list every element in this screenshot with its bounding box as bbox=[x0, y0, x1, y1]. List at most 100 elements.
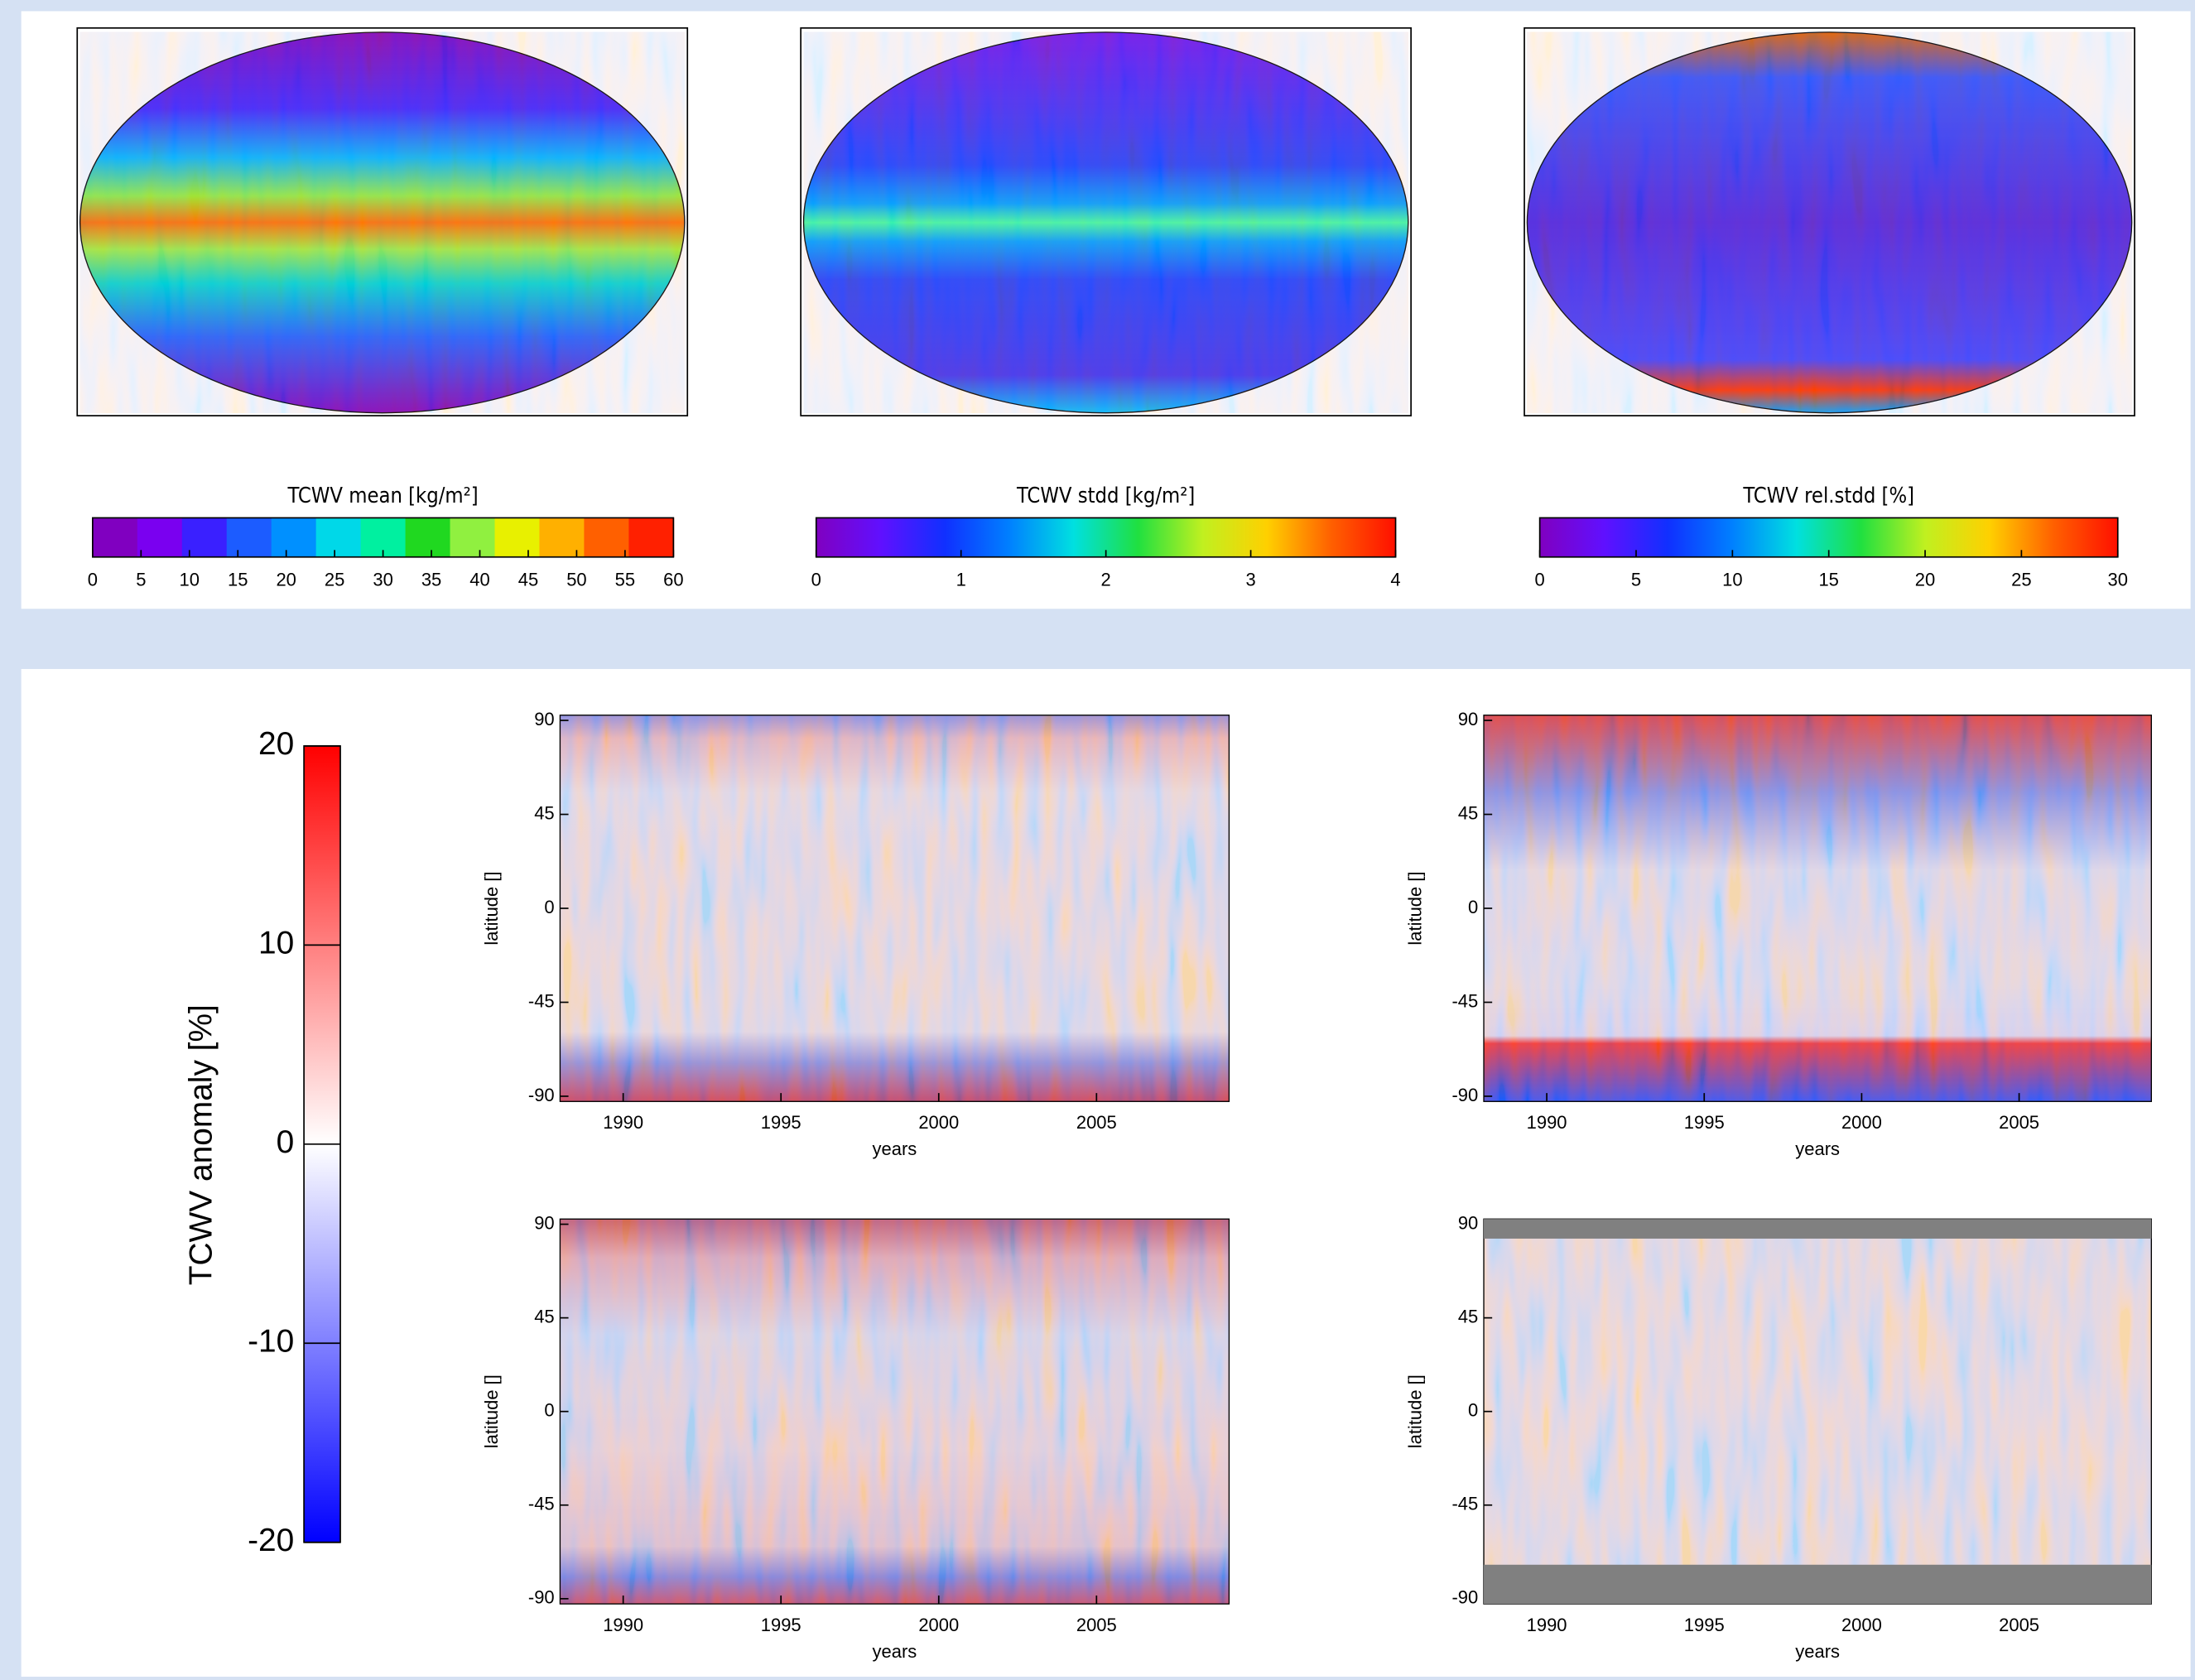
x-tick-label: 5 bbox=[136, 569, 146, 590]
colorbar-segment bbox=[584, 517, 630, 557]
colorbar-segment bbox=[271, 517, 317, 557]
x-tick-label: 2 bbox=[1101, 569, 1111, 590]
x-tick-label: 20 bbox=[276, 569, 296, 590]
y-tick-label: 90 bbox=[1458, 709, 1478, 729]
x-axis-label: years bbox=[873, 1138, 917, 1159]
colorbar-segment bbox=[92, 517, 138, 557]
x-tick-label: 1990 bbox=[603, 1112, 643, 1133]
y-tick-label: 90 bbox=[1458, 1212, 1478, 1233]
x-tick-label: 1 bbox=[956, 569, 966, 590]
map-texture bbox=[803, 31, 1408, 413]
y-tick-label: 20 bbox=[258, 726, 294, 762]
x-tick-label: 2005 bbox=[1999, 1615, 2039, 1635]
x-tick-label: 2005 bbox=[1076, 1112, 1117, 1133]
colorbar-label: TCWV rel.stdd [%] bbox=[1742, 483, 1914, 508]
y-tick-label: 45 bbox=[534, 802, 554, 823]
x-axis-label: years bbox=[873, 1641, 917, 1662]
colorbar-segment bbox=[494, 517, 541, 557]
y-axis-label: latitude [] bbox=[481, 871, 502, 945]
x-tick-label: 30 bbox=[2108, 569, 2128, 590]
y-tick-label: 45 bbox=[1458, 1306, 1478, 1326]
x-tick-label: 25 bbox=[2011, 569, 2031, 590]
colorbar-segment bbox=[628, 517, 675, 557]
colorbar-label: TCWV anomaly [%] bbox=[184, 1004, 219, 1285]
heatmap-texture bbox=[560, 715, 1230, 1102]
y-tick-label: -90 bbox=[1452, 1085, 1479, 1105]
x-tick-label: 0 bbox=[811, 569, 821, 590]
x-tick-label: 45 bbox=[518, 569, 538, 590]
missing-data-masks bbox=[1484, 1219, 2152, 1605]
x-tick-label: 0 bbox=[88, 569, 98, 590]
y-tick-label: -90 bbox=[1452, 1587, 1479, 1608]
x-tick-label: 2005 bbox=[1076, 1615, 1117, 1635]
x-tick-label: 2000 bbox=[918, 1615, 959, 1635]
y-axis-label: latitude [] bbox=[1405, 871, 1426, 945]
x-tick-label: 1995 bbox=[761, 1615, 801, 1635]
x-tick-label: 1995 bbox=[1684, 1112, 1725, 1133]
colorbar-segment bbox=[405, 517, 451, 557]
y-tick-label: 0 bbox=[544, 1399, 554, 1420]
x-tick-label: 1995 bbox=[761, 1112, 801, 1133]
heatmap-texture bbox=[1484, 1219, 2152, 1605]
y-tick-label: 0 bbox=[1468, 897, 1478, 917]
x-tick-label: 25 bbox=[325, 569, 344, 590]
colorbar-segment bbox=[226, 517, 272, 557]
y-axis-label: latitude [] bbox=[1405, 1374, 1426, 1448]
x-tick-label: 35 bbox=[421, 569, 441, 590]
x-tick-label: 10 bbox=[180, 569, 200, 590]
x-tick-label: 50 bbox=[566, 569, 586, 590]
y-tick-label: 45 bbox=[534, 1306, 554, 1326]
x-tick-label: 2005 bbox=[1999, 1112, 2039, 1133]
missing-data bbox=[1484, 1564, 2152, 1605]
y-tick-label: -10 bbox=[248, 1324, 294, 1360]
heatmap-texture bbox=[560, 1219, 1230, 1605]
y-tick-label: -90 bbox=[528, 1587, 555, 1608]
x-tick-label: 3 bbox=[1245, 569, 1255, 590]
colorbar-segment bbox=[539, 517, 585, 557]
x-tick-label: 20 bbox=[1915, 569, 1935, 590]
y-tick-label: 90 bbox=[534, 709, 554, 729]
x-tick-label: 1995 bbox=[1684, 1615, 1725, 1635]
x-tick-label: 30 bbox=[373, 569, 392, 590]
x-tick-label: 55 bbox=[615, 569, 635, 590]
x-tick-label: 1990 bbox=[603, 1615, 643, 1635]
colorbar-label: TCWV stdd [kg/m²] bbox=[1016, 483, 1195, 508]
x-tick-label: 40 bbox=[469, 569, 489, 590]
x-axis-label: years bbox=[1795, 1138, 1840, 1159]
x-tick-label: 0 bbox=[1535, 569, 1545, 590]
y-tick-label: -20 bbox=[248, 1523, 294, 1558]
y-tick-label: -90 bbox=[528, 1085, 555, 1105]
x-tick-label: 2000 bbox=[918, 1112, 959, 1133]
x-tick-label: 1990 bbox=[1527, 1112, 1567, 1133]
heatmap-texture bbox=[1484, 715, 2152, 1102]
colorbar-segment bbox=[137, 517, 183, 557]
y-tick-label: -45 bbox=[1452, 990, 1479, 1011]
map-texture bbox=[1527, 31, 2132, 413]
colorbar-segment bbox=[315, 517, 362, 557]
x-tick-label: 60 bbox=[663, 569, 683, 590]
x-tick-label: 10 bbox=[1722, 569, 1742, 590]
missing-data bbox=[1484, 1219, 2152, 1239]
map-texture bbox=[79, 31, 685, 413]
y-tick-label: -45 bbox=[528, 990, 555, 1011]
y-tick-label: 0 bbox=[1468, 1399, 1478, 1420]
x-tick-label: 15 bbox=[228, 569, 248, 590]
plots: TCWV mean [kg/m²]0 5 10 15 20 25 30 35 40 45 50 55 6… bbox=[76, 26, 2152, 1662]
x-tick-label: 2000 bbox=[1841, 1112, 1882, 1133]
y-tick-label: 90 bbox=[534, 1212, 554, 1233]
y-tick-label: 10 bbox=[258, 926, 294, 961]
x-tick-label: 4 bbox=[1390, 569, 1400, 590]
x-tick-label: 15 bbox=[1818, 569, 1838, 590]
x-tick-label: 1990 bbox=[1527, 1615, 1567, 1635]
x-axis-label: years bbox=[1795, 1641, 1840, 1662]
x-tick-label: 5 bbox=[1631, 569, 1641, 590]
colorbar-label: TCWV mean [kg/m²] bbox=[287, 483, 479, 508]
colorbar-segment bbox=[450, 517, 496, 557]
y-tick-label: -45 bbox=[1452, 1494, 1479, 1514]
y-tick-label: 0 bbox=[544, 897, 554, 917]
y-tick-label: -45 bbox=[528, 1494, 555, 1514]
y-tick-label: 0 bbox=[277, 1124, 295, 1160]
x-tick-label: 2000 bbox=[1841, 1615, 1882, 1635]
y-tick-label: 45 bbox=[1458, 802, 1478, 823]
